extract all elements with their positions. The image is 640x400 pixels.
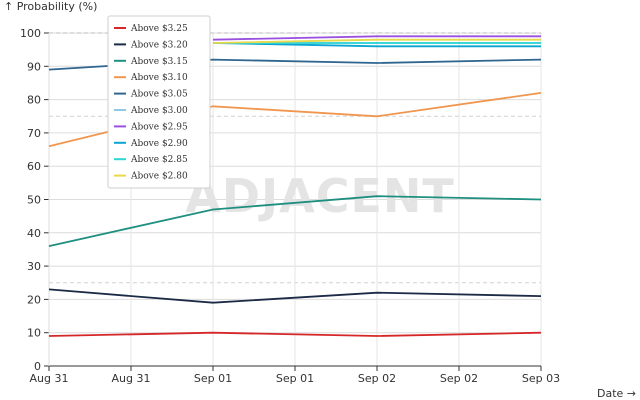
y-tick-label: 90 [27,60,41,73]
y-tick-label: 100 [20,27,41,40]
x-tick-label: Sep 02 [358,372,396,385]
series-line-above-3-15 [48,195,542,247]
legend-label: Above $3.25 [130,24,188,34]
y-tick-label: 80 [27,94,41,107]
legend: Above $3.25 Above $3.20 Above $3.15 Above $… [107,15,211,189]
legend-label: Above $2.95 [130,122,188,132]
x-tick-label: Sep 02 [440,372,478,385]
y-tick-label: 0 [34,360,41,373]
legend-label: Above $2.85 [130,155,188,165]
x-tick-label: Sep 03 [522,372,560,385]
legend-label: Above $3.20 [130,40,188,50]
legend-box [107,15,211,189]
y-tick-label: 40 [27,227,41,240]
y-axis-title: ↑ Probability (%) [4,0,97,13]
x-axis-title: Date → [597,387,636,400]
x-tick-label: Sep 01 [194,372,232,385]
y-tick-label: 50 [27,194,41,207]
series-line-above-2-90 [212,42,541,48]
y-tick-label: 30 [27,260,41,273]
watermark: ADJACENT [185,169,455,223]
x-tick-label: Aug 31 [30,372,69,385]
y-tick-label: 70 [27,127,41,140]
legend-label: Above $3.00 [130,106,188,116]
legend-label: Above $3.10 [130,73,188,83]
series-lines [48,35,542,337]
x-tick-label: Sep 01 [276,372,314,385]
y-tick-label: 20 [27,293,41,306]
y-tick-label: 10 [27,327,41,340]
series-line-above-2-80 [212,38,541,44]
series-line-above-3-25 [48,331,542,337]
series-line-above-2-95 [212,35,541,41]
legend-label: Above $2.80 [130,172,188,182]
legend-label: Above $3.15 [130,57,188,67]
x-tick-label: Aug 31 [112,372,151,385]
axes: 0 10 20 30 40 50 60 70 80 90 100 Aug 31 Aug 31 Sep 01… [20,27,560,385]
legend-label: Above $3.05 [130,90,188,100]
y-tick-label: 60 [27,160,41,173]
legend-label: Above $2.90 [130,139,188,149]
series-line-above-3-20 [48,288,542,304]
